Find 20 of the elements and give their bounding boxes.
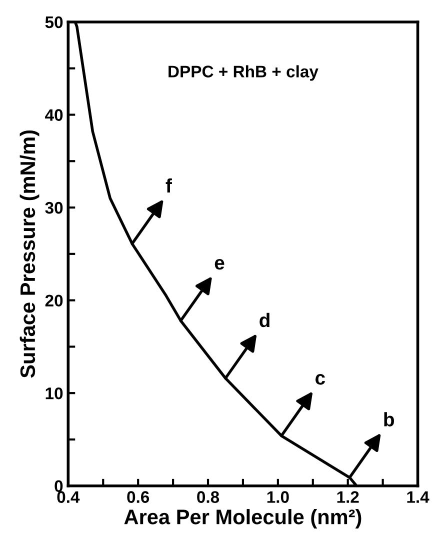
x-tick-label: 1.0 [267, 491, 289, 503]
annotation: f [166, 178, 172, 192]
y-tick-label: 10 [46, 387, 63, 400]
annotation: c [316, 374, 326, 385]
y-tick-label: 20 [45, 294, 63, 307]
annotation: DPPC + RhB + clay [168, 65, 318, 81]
annotation: e [214, 258, 224, 270]
x-axis-title: Area Per Molecule (nm²) [124, 509, 362, 528]
annotation: d [260, 312, 270, 328]
annotation: b [384, 412, 394, 426]
x-tick-label: 0.6 [127, 491, 150, 503]
y-tick-label: 50 [45, 16, 63, 28]
y-tick-label: 30 [45, 202, 63, 214]
y-tick-label: 0 [54, 480, 63, 492]
x-tick-label: 0.4 [57, 491, 80, 503]
x-tick-label: 1.4 [407, 491, 430, 503]
y-tick-label: 40 [45, 109, 63, 121]
x-tick-label: 1.2 [337, 491, 359, 503]
y-axis-title: Surface Pressure (mN/m) [20, 130, 40, 378]
x-tick-label: 0.8 [197, 491, 220, 503]
